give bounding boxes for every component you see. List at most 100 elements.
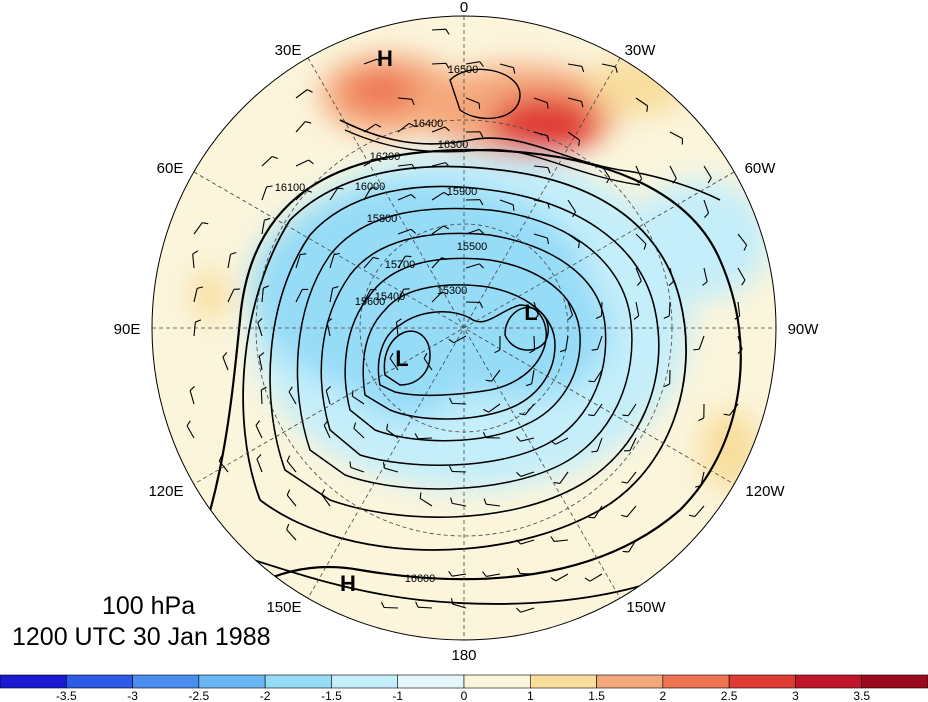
wind-barb <box>737 233 748 246</box>
longitude-label: 150E <box>266 599 301 616</box>
wind-barb-flag <box>479 131 484 138</box>
wind-barb-flag <box>516 436 521 442</box>
wind-barb-flag <box>423 352 428 359</box>
wind-barb-flag <box>516 567 521 574</box>
wind-barb <box>486 503 501 507</box>
wind-barb <box>353 427 365 439</box>
high-center-label: H <box>377 46 393 71</box>
wind-barb <box>559 471 569 484</box>
wind-barb <box>703 199 710 214</box>
wind-barb <box>323 425 331 439</box>
wind-barb-flag <box>584 577 591 582</box>
wind-barb-flag <box>578 139 581 147</box>
wind-barb <box>669 165 677 179</box>
wind-barb-flag <box>415 601 419 608</box>
low-center-label: L <box>395 346 408 371</box>
wind-barb-flag <box>218 455 223 462</box>
wind-barb-flag <box>410 194 416 199</box>
wind-barb-flag <box>637 178 643 184</box>
wind-barb <box>397 97 412 100</box>
wind-barb-flag <box>411 164 416 170</box>
wind-barb-flag <box>376 58 382 64</box>
wind-barb <box>363 58 378 65</box>
wind-barb <box>397 228 412 235</box>
wind-barb <box>555 437 569 445</box>
colorbar-swatch <box>861 674 928 689</box>
wind-barb-flag <box>482 571 487 577</box>
wind-barb-flag <box>494 349 501 354</box>
wind-barb-flag <box>196 286 204 289</box>
wind-barb <box>383 606 399 609</box>
wind-barb-flag <box>419 492 422 499</box>
wind-barb <box>397 122 410 133</box>
wind-barb <box>261 186 268 201</box>
wind-barb <box>286 494 297 507</box>
wind-barb <box>419 497 433 507</box>
wind-barb-flag <box>258 352 265 357</box>
wind-barb <box>465 228 480 235</box>
contour-label: 15700 <box>385 259 416 271</box>
wind-barb <box>329 187 339 201</box>
wind-barb <box>431 62 447 65</box>
wind-barb-flag <box>516 471 522 477</box>
wind-barb <box>256 458 263 473</box>
wind-barb <box>326 322 331 337</box>
graticule <box>152 16 776 640</box>
longitude-label: 30E <box>275 42 302 59</box>
wind-barb <box>295 189 307 201</box>
wind-barb-flag <box>546 135 550 142</box>
wind-barb <box>589 573 603 582</box>
colorbar-swatch <box>0 674 67 689</box>
colorbar-swatch <box>662 674 730 689</box>
wind-barb <box>703 165 712 179</box>
wind-barb-flag <box>694 485 702 488</box>
wind-barb-flag <box>349 461 352 468</box>
colorbar-swatch <box>529 674 597 689</box>
wind-barb <box>295 289 303 303</box>
wind-barb-flag <box>622 414 629 417</box>
wind-barb <box>533 233 548 239</box>
wind-barb-flag <box>443 225 450 230</box>
wind-barb-flag <box>478 263 484 269</box>
wind-barb <box>286 460 297 473</box>
pressure-centers: H H L L <box>340 46 538 596</box>
wind-barb-flag <box>483 498 487 505</box>
wind-barb-flag <box>512 204 515 211</box>
wind-barb-flag <box>449 397 453 404</box>
wind-barb <box>453 335 467 344</box>
wind-barb-flag <box>353 422 357 429</box>
wind-barb <box>431 225 444 235</box>
colorbar-tick-label: 1.5 <box>588 689 605 702</box>
colorbar-swatch <box>397 674 465 689</box>
wind-barb <box>431 28 447 31</box>
wind-barb-flag <box>663 315 670 319</box>
wind-barb-flag <box>264 217 271 221</box>
wind-barb <box>737 301 741 316</box>
wind-barb <box>363 123 376 133</box>
wind-barb-flag <box>519 413 526 416</box>
wind-barb <box>189 390 195 405</box>
wind-barb-flag <box>450 598 454 605</box>
wind-barb-flag <box>621 514 628 518</box>
wind-barb-flag <box>414 433 419 439</box>
wind-barb <box>363 187 372 201</box>
wind-barb <box>601 165 611 179</box>
wind-barb-flag <box>693 348 700 351</box>
wind-barb <box>258 356 263 371</box>
wind-barb <box>669 267 675 282</box>
contour-label: 16400 <box>413 118 444 130</box>
wind-barb <box>222 356 229 371</box>
colorbar-swatch <box>198 674 266 689</box>
wind-barb-flag <box>386 423 389 430</box>
wind-barb <box>626 505 637 518</box>
colorbar-tick-label: -1.5 <box>321 689 342 702</box>
wind-barb <box>554 539 569 542</box>
wind-barb-flag <box>516 539 521 545</box>
wind-barb-flag <box>410 228 416 234</box>
map-boundary <box>151 15 777 641</box>
wind-barb <box>700 471 705 486</box>
wind-barb <box>520 437 535 442</box>
contour-label: 16600 <box>405 573 436 585</box>
wind-barb-flag <box>230 251 237 255</box>
